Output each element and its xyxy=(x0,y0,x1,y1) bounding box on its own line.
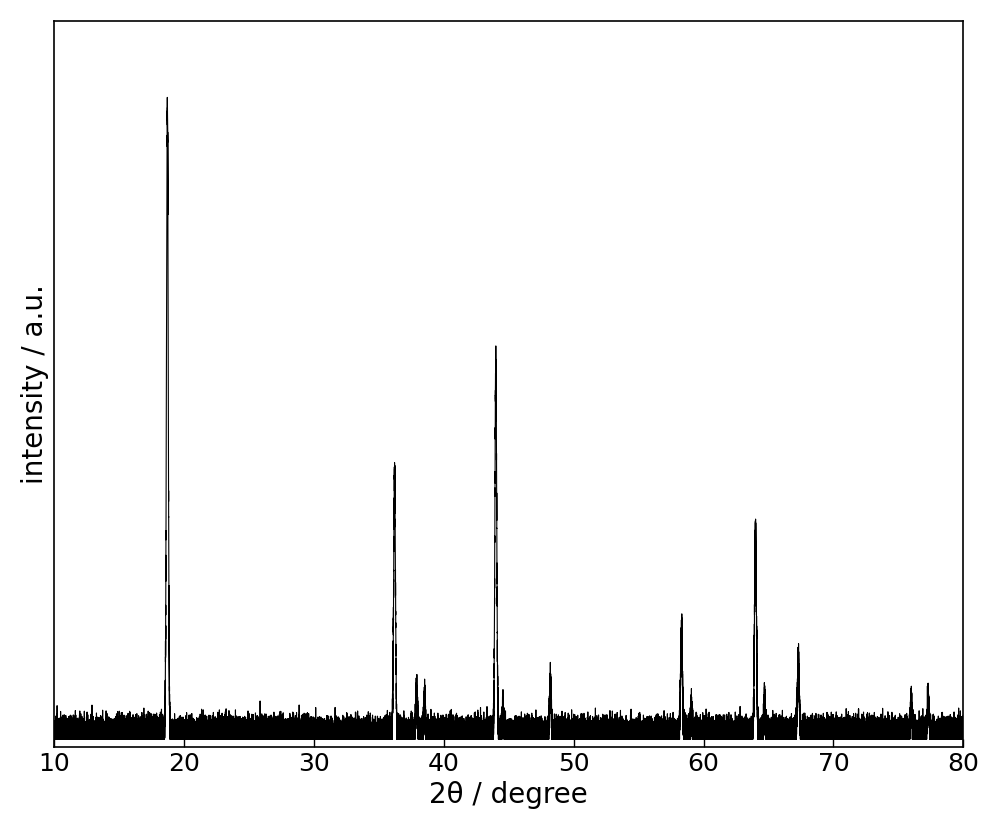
Y-axis label: intensity / a.u.: intensity / a.u. xyxy=(21,284,49,484)
X-axis label: 2θ / degree: 2θ / degree xyxy=(429,781,588,809)
